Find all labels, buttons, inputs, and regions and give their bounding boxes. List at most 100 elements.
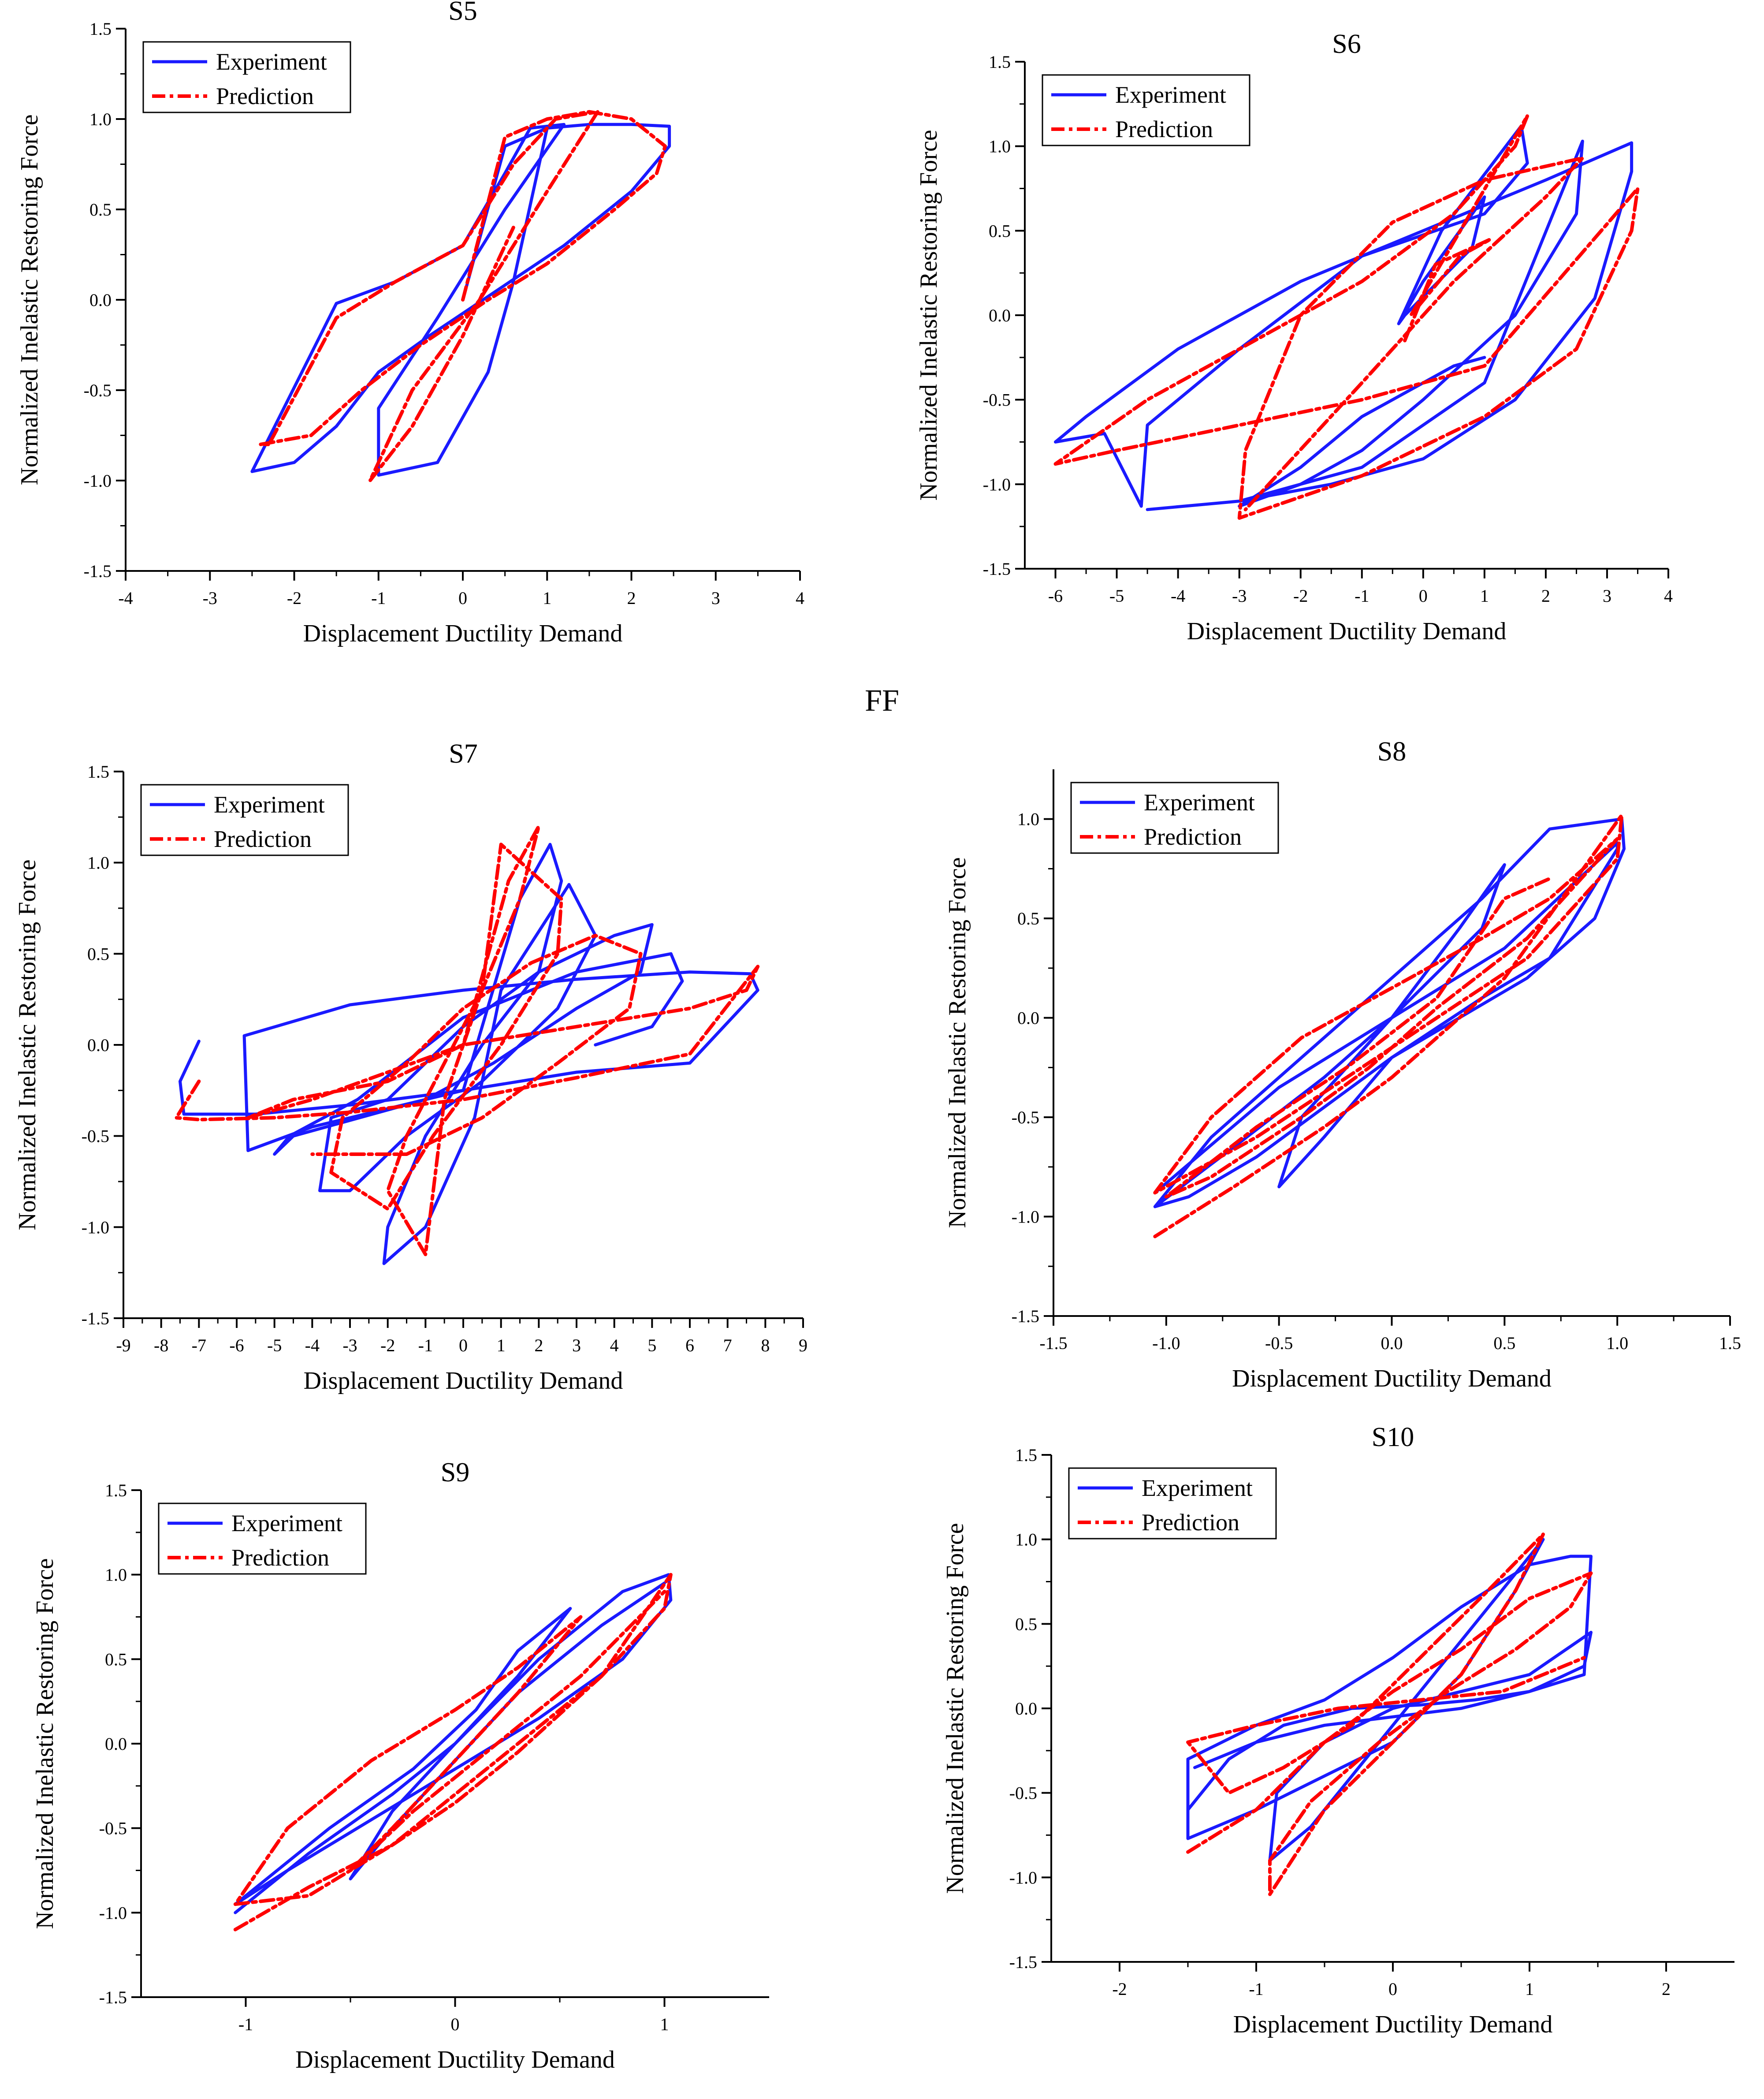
y-tick-label: -1.5 xyxy=(84,561,112,581)
x-tick-label: 2 xyxy=(1662,1979,1671,1999)
x-tick-label: -3 xyxy=(342,1335,357,1355)
legend-prediction-label: Prediction xyxy=(1144,824,1242,850)
y-tick-label: -0.5 xyxy=(983,390,1011,410)
prediction-series-line xyxy=(259,110,667,482)
y-tick-label: 1.0 xyxy=(105,1565,127,1585)
x-tick-label: 8 xyxy=(761,1335,770,1355)
legend-prediction-label: Prediction xyxy=(214,826,312,852)
y-tick-label: -1.5 xyxy=(99,1987,127,2007)
y-tick-label: 0.5 xyxy=(1015,1614,1037,1634)
x-tick-label: 2 xyxy=(534,1335,543,1355)
y-axis-label: Normalized Inelastic Restoring Force xyxy=(16,114,43,485)
y-tick-label: -1.0 xyxy=(1009,1868,1037,1887)
y-tick-label: 1.0 xyxy=(87,853,109,873)
x-tick-label: 1.0 xyxy=(1606,1333,1628,1353)
legend-box xyxy=(142,41,351,113)
x-tick-label: -8 xyxy=(154,1335,168,1355)
legend-prediction-label: Prediction xyxy=(1142,1509,1239,1536)
y-tick-label: 1.5 xyxy=(989,52,1011,72)
y-tick-label: -1.0 xyxy=(1012,1207,1039,1227)
y-tick-label: 0.0 xyxy=(105,1734,127,1754)
y-tick-label: 1.0 xyxy=(989,137,1011,157)
x-tick-label: -1 xyxy=(238,2014,253,2034)
chart-s6: -6 -5 -4 -3 -2 -1 0 1 2 3 4 -1.5 -1.0 -0.5 0.0 0.5 1.0 1.… xyxy=(915,29,1673,645)
y-tick-label: 0.5 xyxy=(87,944,109,964)
x-tick-label: 0 xyxy=(459,1335,468,1355)
chart-s7: -9 -8 -7 -6 -5 -4 -3 -2 -1 0 1 2 3 4 5 6 7 8 9 -1.5 -1.0 -0.5… xyxy=(14,739,808,1394)
y-tick-label: -1.0 xyxy=(82,1217,109,1237)
y-tick-label: -1.5 xyxy=(82,1309,109,1328)
x-axis-label: Displacement Ductility Demand xyxy=(1187,618,1507,645)
x-tick-label: -6 xyxy=(229,1335,244,1355)
y-tick-label: -1.0 xyxy=(84,471,112,491)
x-tick-label: -2 xyxy=(1112,1979,1127,1999)
chart-s8: -1.5 -1.0 -0.5 0.0 0.5 1.0 1.5 -1.5 -1.0 -0.5 0.0 0… xyxy=(944,737,1741,1392)
legend-box xyxy=(1070,782,1279,854)
x-tick-label: 1 xyxy=(660,2014,669,2034)
x-tick-label: 4 xyxy=(796,588,804,608)
x-tick-label: -7 xyxy=(192,1335,206,1355)
x-tick-label: 0.0 xyxy=(1381,1333,1403,1353)
y-tick-label: -1.5 xyxy=(983,559,1011,579)
x-tick-label: -2 xyxy=(1293,586,1308,606)
y-tick-label: 1.5 xyxy=(105,1480,127,1500)
chart-s10: -2 -1 0 1 2 -1.5 -1.0 -0.5 0.0 0.5 1.0 1.5 S10 Displa… xyxy=(942,1422,1734,2038)
experiment-series-line xyxy=(1054,124,1634,511)
x-tick-label: 7 xyxy=(723,1335,732,1355)
y-tick-label: 1.0 xyxy=(1017,809,1039,829)
legend-experiment-label: Experiment xyxy=(214,791,325,818)
x-axis-label: Displacement Ductility Demand xyxy=(1232,1365,1552,1392)
legend-experiment-label: Experiment xyxy=(1144,789,1255,816)
y-tick-label: -0.5 xyxy=(1009,1783,1037,1803)
legend-box xyxy=(1068,1467,1277,1540)
y-tick-label: -1.5 xyxy=(1009,1952,1037,1972)
x-tick-label: -9 xyxy=(116,1335,130,1355)
prediction-series-line xyxy=(1186,1532,1593,1896)
y-tick-label: 0.0 xyxy=(1017,1008,1039,1028)
x-tick-label: 4 xyxy=(610,1335,619,1355)
x-tick-label: 0 xyxy=(1388,1979,1397,1999)
legend-prediction-label: Prediction xyxy=(216,83,314,109)
legend-experiment-label: Experiment xyxy=(231,1510,342,1536)
x-tick-label: 3 xyxy=(572,1335,581,1355)
y-tick-label: 0.5 xyxy=(989,221,1011,241)
figure-center-label: FF xyxy=(865,684,899,718)
x-tick-label: 4 xyxy=(1664,586,1673,606)
x-tick-label: 0 xyxy=(451,2014,460,2034)
y-tick-label: 1.0 xyxy=(89,109,112,129)
x-tick-label: -3 xyxy=(203,588,217,608)
y-tick-label: -0.5 xyxy=(1012,1107,1039,1127)
x-tick-label: 1 xyxy=(497,1335,506,1355)
y-tick-label: 1.5 xyxy=(87,762,109,782)
x-tick-label: -5 xyxy=(267,1335,282,1355)
x-axis-label: Displacement Ductility Demand xyxy=(304,1367,623,1394)
chart-title: S5 xyxy=(448,0,477,26)
x-tick-label: 3 xyxy=(1603,586,1611,606)
experiment-series-line xyxy=(250,123,671,477)
x-tick-label: -1 xyxy=(418,1335,433,1355)
x-axis-label: Displacement Ductility Demand xyxy=(1233,2011,1553,2038)
chart-title: S7 xyxy=(449,739,477,769)
x-tick-label: -1 xyxy=(1249,1979,1263,1999)
chart-s9: -1 0 1 -1.5 -1.0 -0.5 0.0 0.5 1.0 1.5 S9 Displaceme… xyxy=(31,1458,769,2073)
x-tick-label: 3 xyxy=(711,588,720,608)
x-tick-label: 2 xyxy=(627,588,636,608)
y-axis-label: Normalized Inelastic Restoring Force xyxy=(942,1523,969,1894)
prediction-series-line xyxy=(1053,114,1640,520)
prediction-series-line xyxy=(174,824,760,1256)
experiment-series-line xyxy=(234,1573,673,1914)
x-tick-label: 1 xyxy=(1480,586,1489,606)
legend-experiment-label: Experiment xyxy=(216,48,327,75)
chart-title: S6 xyxy=(1332,29,1361,59)
legend-box xyxy=(158,1502,367,1575)
y-tick-label: -0.5 xyxy=(99,1819,127,1838)
x-tick-label: 0.5 xyxy=(1493,1333,1515,1353)
x-tick-label: -1 xyxy=(371,588,386,608)
x-tick-label: 1 xyxy=(1525,1979,1534,1999)
y-tick-label: -1.5 xyxy=(1012,1306,1039,1326)
x-tick-label: -6 xyxy=(1048,586,1063,606)
x-tick-label: 5 xyxy=(648,1335,656,1355)
y-tick-label: 0.0 xyxy=(89,290,112,310)
experiment-series-line xyxy=(179,843,759,1265)
